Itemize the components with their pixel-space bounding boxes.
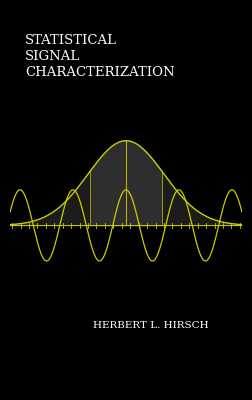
Text: HERBERT L. HIRSCH: HERBERT L. HIRSCH — [93, 322, 209, 330]
Text: CHARACTERIZATION: CHARACTERIZATION — [25, 66, 175, 79]
Text: STATISTICAL: STATISTICAL — [25, 34, 117, 47]
Text: SIGNAL: SIGNAL — [25, 50, 80, 63]
